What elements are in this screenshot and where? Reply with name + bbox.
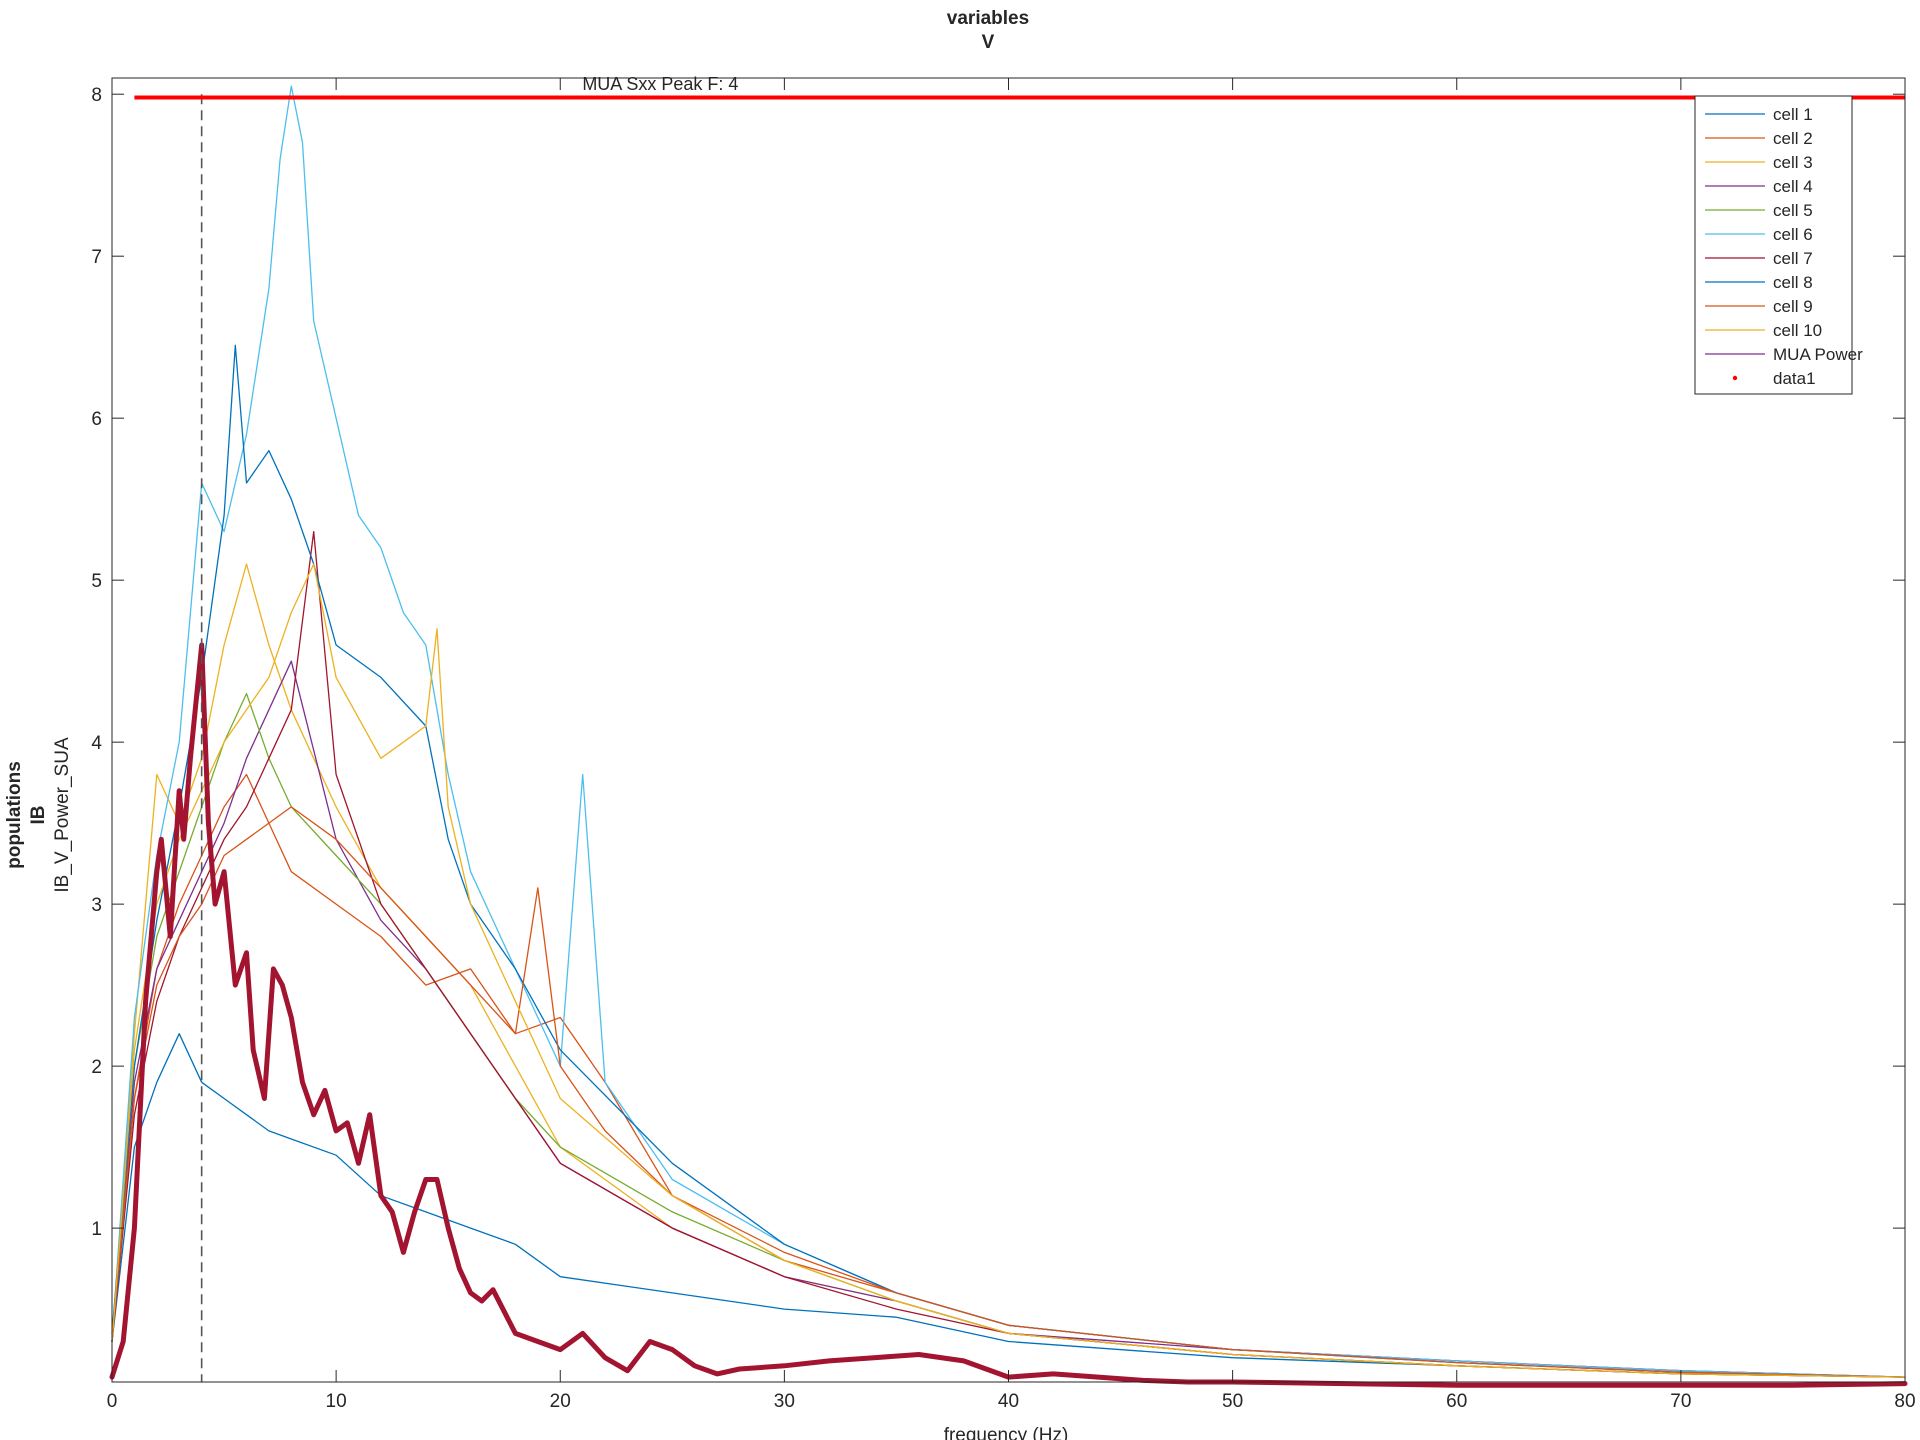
y-tick-label: 7 xyxy=(91,247,102,268)
x-tick-label: 20 xyxy=(550,1391,571,1412)
legend-label-cell-8: cell 8 xyxy=(1773,273,1813,292)
x-tick-label: 0 xyxy=(107,1391,118,1412)
legend-label-cell-7: cell 7 xyxy=(1773,249,1813,268)
plot-area: MUA Sxx Peak F: 4 0 10 20 30 40 50 60 70 80 1 2 3 4 5 6… xyxy=(91,74,1915,1412)
x-axis-label: frequency (Hz) xyxy=(944,1425,1069,1440)
series-line-cell-1 xyxy=(111,1033,1906,1378)
y-tick-label: 6 xyxy=(91,409,102,430)
y-axis-label-line3: IB_V_Power_SUA xyxy=(52,737,73,893)
y-axis-label-line2: IB xyxy=(28,806,49,825)
y-tick-label: 2 xyxy=(91,1057,102,1078)
y-tick-label: 5 xyxy=(91,571,102,592)
x-tick-label: 10 xyxy=(326,1391,347,1412)
x-tick-label: 30 xyxy=(774,1391,795,1412)
plot-background xyxy=(112,78,1905,1382)
legend-swatch-data1 xyxy=(1732,375,1738,381)
x-tick-label: 70 xyxy=(1670,1391,1691,1412)
y-axis-label-line1: populations xyxy=(4,761,25,869)
legend-label-cell-5: cell 5 xyxy=(1773,201,1813,220)
legend-label-cell-2: cell 2 xyxy=(1773,129,1813,148)
x-tick-label: 40 xyxy=(998,1391,1019,1412)
y-tick-label: 3 xyxy=(91,895,102,916)
legend-label-cell-10: cell 10 xyxy=(1773,321,1822,340)
x-tick-label: 60 xyxy=(1446,1391,1467,1412)
legend-label-cell-4: cell 4 xyxy=(1773,177,1813,196)
x-tick-label: 50 xyxy=(1222,1391,1243,1412)
legend-box xyxy=(1694,95,1853,395)
chart-title-line2: V xyxy=(982,32,995,53)
legend-label-mua-power: MUA Power xyxy=(1773,345,1863,364)
legend: cell 1 cell 2 cell 3 cell 4 cell 5 cell 6 cell… xyxy=(1694,95,1863,395)
legend-label-cell-9: cell 9 xyxy=(1773,297,1813,316)
y-tick-label: 4 xyxy=(91,733,102,754)
x-tick-label: 80 xyxy=(1894,1391,1915,1412)
y-tick-label: 8 xyxy=(91,85,102,106)
legend-label-cell-3: cell 3 xyxy=(1773,153,1813,172)
y-axis-label-group: populations IB IB_V_Power_SUA xyxy=(4,737,73,893)
y-tick-label: 1 xyxy=(91,1219,102,1240)
legend-label-data1: data1 xyxy=(1773,369,1816,388)
chart-title-line1: variables xyxy=(947,8,1029,29)
peak-annotation: MUA Sxx Peak F: 4 xyxy=(582,74,738,94)
legend-label-cell-1: cell 1 xyxy=(1773,105,1813,124)
legend-label-cell-6: cell 6 xyxy=(1773,225,1813,244)
